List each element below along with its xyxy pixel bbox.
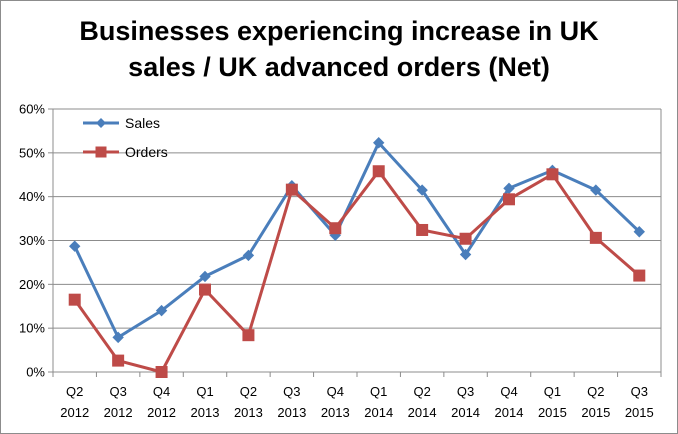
x-tick-label-quarter: Q2 — [240, 384, 257, 399]
x-tick-label-year: 2012 — [147, 405, 176, 420]
sales-legend-marker — [96, 118, 106, 128]
orders-legend-marker — [95, 146, 107, 158]
x-tick-label-year: 2012 — [104, 405, 133, 420]
orders-point — [546, 168, 559, 181]
sales-point — [155, 304, 168, 317]
orders-point — [155, 366, 168, 378]
chart-title: Businesses experiencing increase in UK s… — [1, 13, 677, 85]
x-tick-label-year: 2013 — [321, 405, 350, 420]
chart-title-line-2: sales / UK advanced orders (Net) — [128, 52, 550, 82]
orders-point — [372, 165, 385, 178]
x-tick-label-quarter: Q3 — [109, 384, 126, 399]
x-tick-label-year: 2015 — [581, 405, 610, 420]
x-tick-label-year: 2014 — [408, 405, 437, 420]
sales-point — [373, 137, 385, 149]
sales-point — [199, 270, 211, 283]
orders-point — [285, 183, 298, 196]
orders-point — [242, 329, 255, 342]
sales-point — [459, 248, 472, 261]
x-tick-label-year: 2014 — [451, 405, 480, 420]
x-tick-label-year: 2013 — [191, 405, 220, 420]
x-tick-label-quarter: Q3 — [457, 384, 474, 399]
orders-point — [589, 231, 602, 244]
orders-point — [416, 223, 429, 236]
x-tick-label-quarter: Q3 — [283, 384, 300, 399]
x-tick-label-quarter: Q2 — [413, 384, 430, 399]
x-tick-label-year: 2013 — [277, 405, 306, 420]
y-tick-label: 20% — [19, 277, 45, 292]
x-tick-label-year: 2014 — [495, 405, 524, 420]
sales-point — [590, 184, 602, 196]
sales-point — [69, 240, 81, 252]
x-tick-label-year: 2012 — [60, 405, 89, 420]
orders-point — [459, 232, 472, 245]
orders-legend-label: Orders — [125, 144, 168, 160]
y-tick-label: 30% — [19, 233, 45, 248]
orders-point — [199, 283, 211, 296]
x-tick-label-quarter: Q2 — [66, 384, 83, 399]
orders-point — [68, 293, 81, 306]
x-tick-label-quarter: Q2 — [587, 384, 604, 399]
orders-point — [503, 193, 515, 206]
orders-point — [112, 354, 125, 367]
chart-title-line-1: Businesses experiencing increase in UK — [79, 16, 599, 46]
sales-point — [242, 249, 255, 262]
y-tick-label: 0% — [26, 365, 45, 380]
y-tick-label: 40% — [19, 189, 45, 204]
x-tick-label-year: 2015 — [625, 405, 654, 420]
x-tick-label-quarter: Q1 — [196, 384, 213, 399]
sales-point — [416, 184, 428, 196]
x-tick-label-quarter: Q4 — [327, 384, 344, 399]
x-tick-label-quarter: Q1 — [370, 384, 387, 399]
x-tick-label-quarter: Q4 — [500, 384, 517, 399]
x-tick-label-year: 2013 — [234, 405, 263, 420]
x-tick-label-quarter: Q1 — [544, 384, 561, 399]
x-tick-label-quarter: Q3 — [631, 384, 648, 399]
sales-point — [112, 331, 124, 344]
sales-point — [633, 226, 645, 238]
y-tick-label: 10% — [19, 321, 45, 336]
orders-point — [329, 222, 342, 235]
sales-legend-label: Sales — [125, 115, 160, 131]
y-tick-label: 50% — [19, 145, 45, 160]
orders-series-line — [73, 169, 641, 374]
x-tick-label-quarter: Q4 — [153, 384, 170, 399]
orders-point — [633, 269, 646, 282]
y-tick-label: 60% — [19, 102, 45, 117]
x-tick-label-year: 2014 — [364, 405, 393, 420]
sales-series-line — [73, 141, 641, 339]
x-tick-label-year: 2015 — [538, 405, 567, 420]
